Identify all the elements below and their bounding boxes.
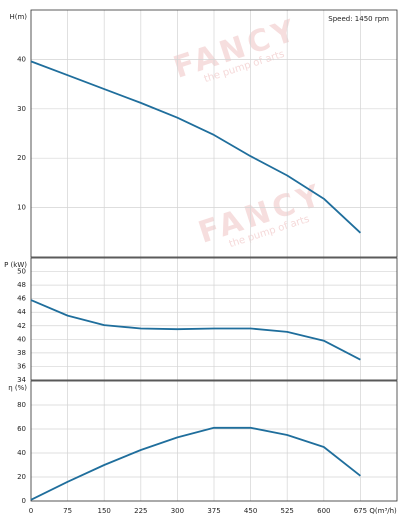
y-tick-label: 48 bbox=[17, 281, 26, 289]
y-tick-label: 20 bbox=[17, 473, 26, 481]
plot-frame bbox=[30, 9, 398, 258]
x-tick-label: 525 bbox=[281, 507, 294, 515]
x-tick-label: 675 bbox=[354, 507, 367, 515]
plot-frame bbox=[30, 380, 398, 502]
plot-frame bbox=[30, 257, 398, 381]
x-tick-label: 300 bbox=[171, 507, 184, 515]
y-axis-label: η (%) bbox=[8, 384, 27, 392]
x-tick-label: 150 bbox=[98, 507, 111, 515]
annotation: Speed: 1450 rpm bbox=[328, 15, 389, 23]
y-tick-label: 0 bbox=[22, 497, 26, 505]
curve bbox=[30, 60, 362, 234]
curve bbox=[30, 299, 361, 361]
y-tick-label: 20 bbox=[17, 154, 26, 162]
y-tick-label: 40 bbox=[17, 55, 26, 63]
y-tick-label: 40 bbox=[17, 449, 26, 457]
x-tick-label: 375 bbox=[207, 507, 220, 515]
y-tick-label: 30 bbox=[17, 105, 26, 113]
y-tick-label: 42 bbox=[17, 322, 26, 330]
y-tick-label: 44 bbox=[17, 308, 26, 316]
y-tick-label: 50 bbox=[17, 268, 26, 276]
y-tick-label: 40 bbox=[17, 335, 26, 343]
x-tick-label: 0 bbox=[29, 507, 33, 515]
y-tick-label: 36 bbox=[17, 362, 26, 370]
y-axis-label: P (kW) bbox=[4, 261, 27, 269]
y-tick-label: 60 bbox=[17, 425, 26, 433]
x-axis-label: Q(m³/h) bbox=[369, 507, 397, 515]
y-tick-label: 10 bbox=[17, 204, 26, 212]
y-tick-label: 34 bbox=[17, 376, 26, 384]
y-tick-label: 46 bbox=[17, 295, 26, 303]
y-axis-label: H(m) bbox=[9, 13, 27, 21]
x-tick-label: 450 bbox=[244, 507, 257, 515]
y-tick-label: 38 bbox=[17, 349, 26, 357]
x-tick-label: 225 bbox=[134, 507, 147, 515]
x-tick-label: 75 bbox=[63, 507, 72, 515]
x-tick-label: 600 bbox=[317, 507, 330, 515]
curve bbox=[30, 426, 361, 501]
y-tick-label: 80 bbox=[17, 401, 26, 409]
